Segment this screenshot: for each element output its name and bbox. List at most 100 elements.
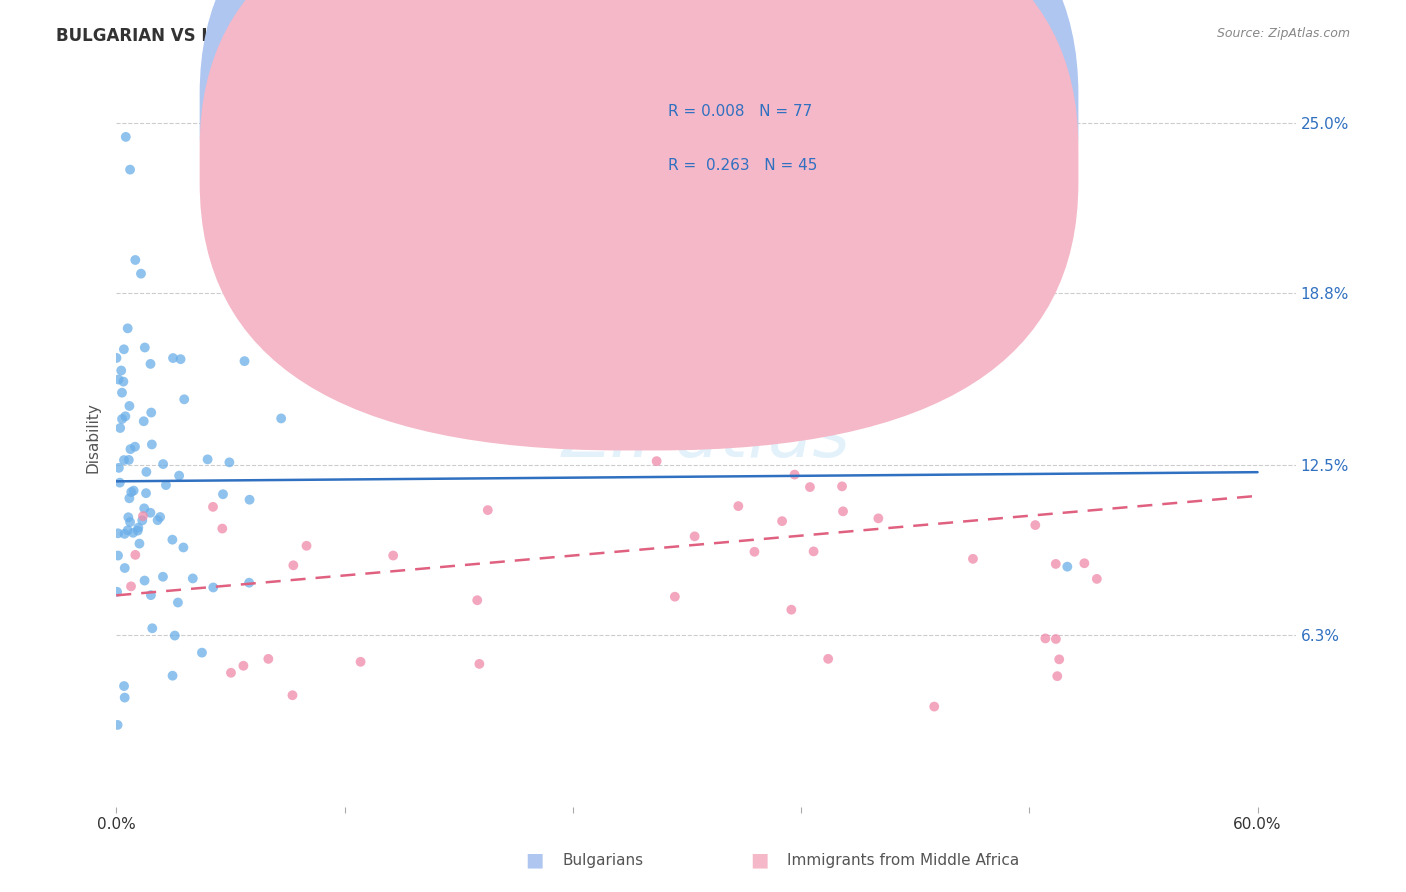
Point [197, 452, 219, 467]
Point [141, 621, 163, 635]
Point [112, 375, 135, 389]
Point [201, 500, 224, 514]
Point [163, 629, 186, 643]
Point [117, 510, 139, 524]
Point [1047, 652, 1070, 666]
Point [238, 492, 260, 507]
Point [118, 491, 141, 506]
Point [105, 351, 128, 365]
Point [120, 579, 142, 593]
Point [803, 544, 825, 558]
Point [270, 411, 292, 425]
Point [1045, 632, 1067, 646]
Point [111, 385, 134, 400]
Point [108, 475, 131, 490]
Point [281, 688, 304, 702]
Point [349, 655, 371, 669]
Point [107, 718, 129, 732]
Point [169, 352, 191, 367]
Point [468, 657, 491, 671]
Point [120, 515, 142, 529]
Point [465, 593, 488, 607]
Point [132, 414, 155, 428]
Point [212, 487, 235, 501]
Text: Source: ZipAtlas.com: Source: ZipAtlas.com [1216, 27, 1350, 40]
Point [181, 571, 204, 585]
Point [117, 321, 139, 335]
Point [219, 665, 242, 680]
Point [868, 511, 890, 525]
Point [799, 480, 821, 494]
Text: Bulgarians: Bulgarians [562, 854, 644, 868]
Point [139, 588, 162, 602]
Point [134, 574, 156, 588]
Point [382, 549, 405, 563]
Point [114, 129, 136, 144]
Point [211, 522, 233, 536]
Point [124, 440, 146, 454]
Point [129, 267, 152, 281]
Point [114, 690, 136, 705]
Point [112, 453, 135, 467]
Point [134, 501, 156, 516]
Point [257, 652, 280, 666]
Point [155, 478, 177, 492]
Point [141, 405, 163, 419]
Point [108, 460, 131, 475]
Point [727, 499, 749, 513]
Y-axis label: Disability: Disability [86, 402, 100, 473]
Text: ZIPatlas: ZIPatlas [561, 403, 851, 472]
Point [162, 351, 184, 365]
Point [783, 467, 806, 482]
Point [1085, 572, 1108, 586]
Point [135, 486, 157, 500]
Point [124, 548, 146, 562]
Point [744, 545, 766, 559]
Point [295, 539, 318, 553]
Point [139, 506, 162, 520]
Point [1073, 556, 1095, 570]
Point [127, 521, 149, 535]
Point [690, 424, 713, 438]
Point [141, 437, 163, 451]
Point [120, 442, 142, 456]
Point [832, 504, 855, 518]
Point [366, 315, 388, 329]
Point [683, 529, 706, 543]
Point [120, 485, 142, 500]
Point [135, 465, 157, 479]
Point [114, 561, 136, 575]
Point [808, 226, 831, 240]
Point [122, 483, 145, 498]
Point [118, 453, 141, 467]
Point [1045, 557, 1067, 571]
Point [1056, 559, 1078, 574]
Point [817, 652, 839, 666]
Point [516, 388, 538, 402]
Text: R = 0.008   N = 77: R = 0.008 N = 77 [668, 104, 813, 119]
Point [128, 536, 150, 550]
Text: ■: ■ [749, 850, 769, 869]
Point [191, 646, 214, 660]
Point [172, 541, 194, 555]
Point [122, 525, 145, 540]
Point [107, 372, 129, 386]
Point [108, 421, 131, 435]
Point [114, 527, 136, 541]
Point [152, 570, 174, 584]
Point [162, 669, 184, 683]
Point [770, 514, 793, 528]
Point [233, 354, 256, 368]
Point [202, 581, 225, 595]
Point [962, 552, 984, 566]
Point [218, 455, 240, 469]
Point [124, 252, 146, 267]
Point [477, 503, 499, 517]
Point [112, 679, 135, 693]
Point [1024, 518, 1046, 533]
Point [162, 533, 184, 547]
Point [1035, 632, 1057, 646]
Point [112, 343, 135, 357]
Point [238, 575, 260, 590]
Point [146, 513, 169, 527]
